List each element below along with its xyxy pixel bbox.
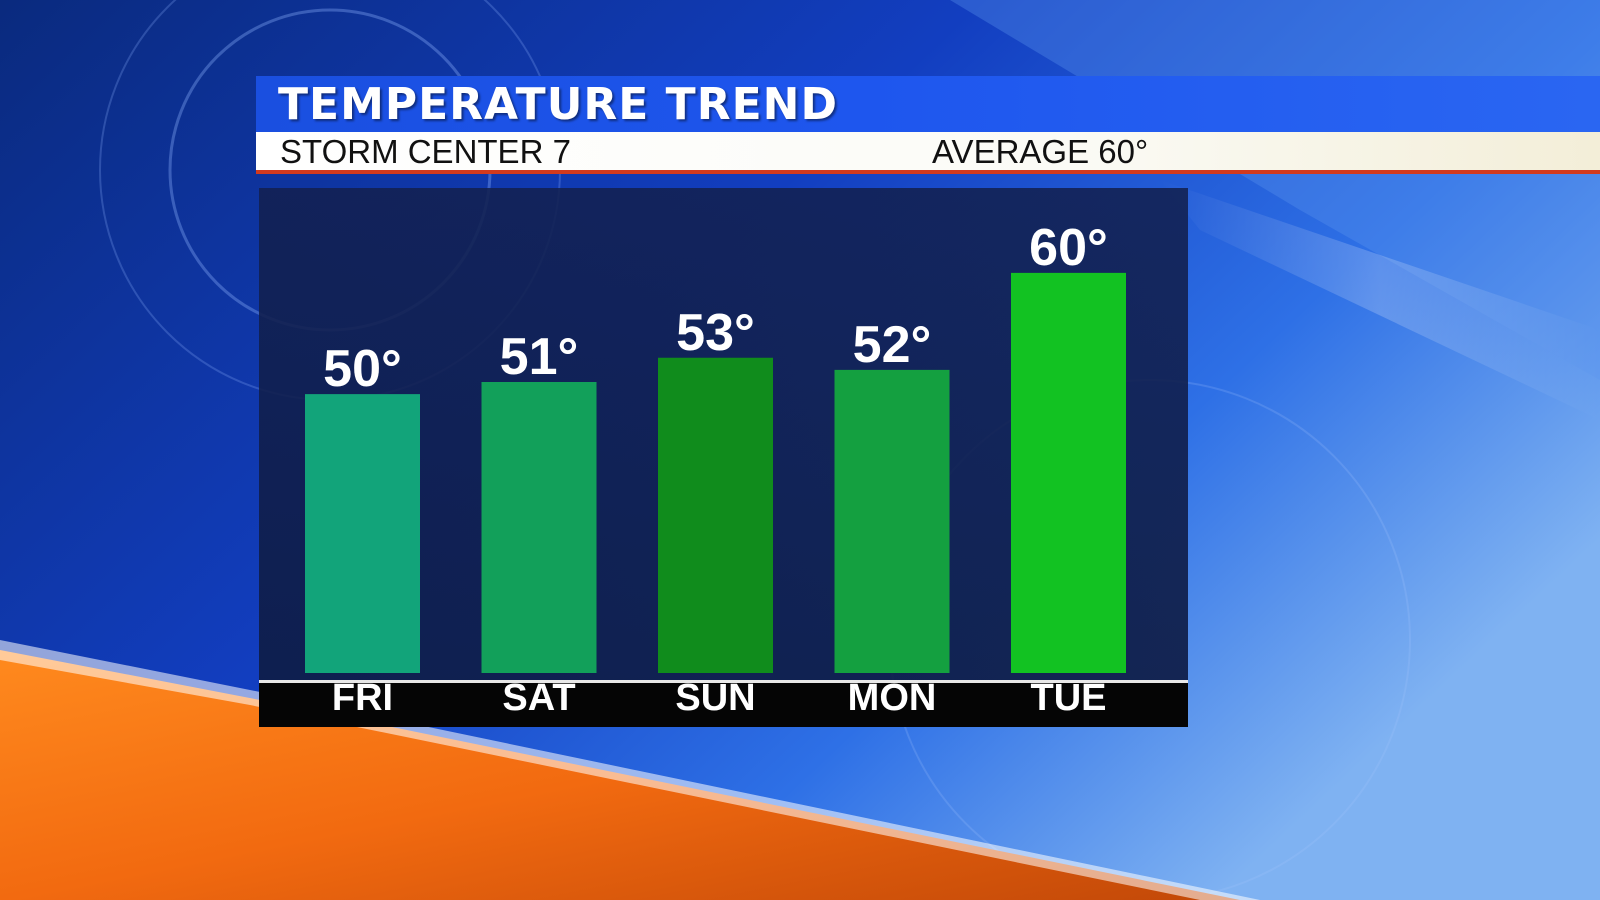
title-bar: TEMPERATURE TREND (256, 76, 1600, 132)
chart-title: TEMPERATURE TREND (278, 79, 838, 130)
bar-sun (658, 357, 773, 673)
tick-label-sun: SUN (675, 677, 755, 719)
bar-mon (834, 369, 950, 673)
value-label-sat: 51° (500, 328, 579, 386)
subtitle-bar: STORM CENTER 7 AVERAGE 60° (256, 132, 1600, 174)
bar-fri (305, 394, 420, 673)
value-label-mon: 52° (853, 316, 932, 374)
value-label-sun: 53° (676, 304, 755, 362)
temperature-bar-chart: 50° FRI 51° SAT 53° SUN 52° MON 60° TUE (305, 219, 1126, 719)
value-label-fri: 50° (323, 340, 402, 398)
x-axis-bar (259, 680, 1188, 727)
average-temperature: AVERAGE 60° (932, 133, 1149, 170)
bar-sat (481, 382, 597, 673)
bar-tue (1011, 272, 1126, 673)
station-name: STORM CENTER 7 (280, 133, 571, 170)
tick-label-sat: SAT (502, 677, 575, 719)
tick-label-tue: TUE (1031, 677, 1107, 719)
value-label-tue: 60° (1029, 219, 1108, 277)
tick-label-mon: MON (848, 677, 937, 719)
tick-label-fri: FRI (332, 677, 393, 719)
